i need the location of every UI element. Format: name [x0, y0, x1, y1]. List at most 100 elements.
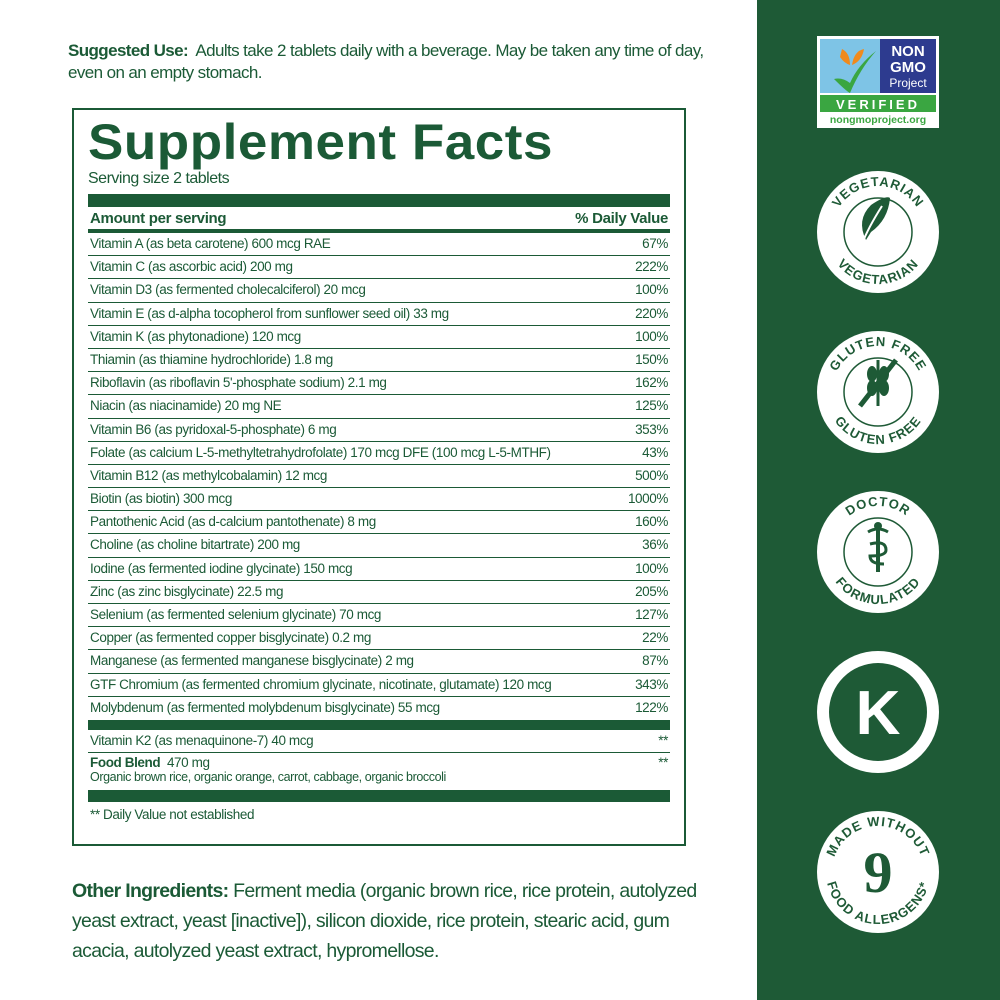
- non-gmo-verified-logo: NON GMO Project VERIFIED nongmoproject.o…: [817, 36, 939, 128]
- supplement-facts-panel: Supplement Facts Serving size 2 tablets …: [72, 108, 686, 846]
- nutrient-name: Copper (as fermented copper bisglycinate…: [90, 630, 371, 646]
- nutrient-row: Selenium (as fermented selenium glycinat…: [88, 604, 670, 628]
- wheat-crossed-icon: [858, 358, 898, 408]
- serving-size: Serving size 2 tablets: [88, 170, 230, 187]
- blend-name: Food Blend: [90, 755, 161, 771]
- nutrient-row: Folate (as calcium L-5-methyltetrahydrof…: [88, 442, 670, 465]
- nutrient-dv: 87%: [642, 653, 668, 669]
- other-ingredients-text: Ferment media (organic brown rice, rice …: [72, 880, 697, 962]
- nutrient-row: Vitamin C (as ascorbic acid) 200 mg 222%: [88, 256, 670, 280]
- nutrient-dv: 1000%: [627, 491, 668, 507]
- nutrient-dv: 150%: [635, 351, 668, 367]
- dv-header: % Daily Value: [575, 210, 668, 227]
- nutrient-row-k2: Vitamin K2 (as menaquinone-7) 40 mcg **: [88, 730, 670, 754]
- nutrient-name: Vitamin K2 (as menaquinone-7) 40 mcg: [90, 732, 314, 748]
- blend-amount: 470 mg: [166, 755, 210, 771]
- nutrient-name: Pantothenic Acid (as d-calcium pantothen…: [90, 514, 376, 530]
- nutrient-dv: 343%: [635, 676, 668, 692]
- nutrient-dv: 125%: [635, 398, 668, 414]
- nutrient-dv: 162%: [635, 375, 668, 391]
- nutrient-row: Vitamin D3 (as fermented cholecalciferol…: [88, 279, 670, 303]
- divider-bar: [88, 790, 670, 803]
- nutrient-row: Riboflavin (as riboflavin 5'-phosphate s…: [88, 372, 670, 396]
- nutrient-dv: **: [658, 732, 668, 748]
- nutrient-dv: 353%: [635, 421, 668, 437]
- nutrient-dv: 67%: [642, 236, 668, 251]
- nutrient-name: Niacin (as niacinamide) 20 mg NE: [90, 398, 282, 414]
- nutrient-dv: 122%: [635, 699, 668, 715]
- footnote: ** Daily Value not established: [90, 807, 255, 823]
- nutrient-row: Biotin (as biotin) 300 mcg 1000%: [88, 488, 670, 512]
- divider-bar: [88, 719, 670, 730]
- nutrient-row: Vitamin A (as beta carotene) 600 mcg RAE…: [88, 233, 670, 257]
- suggested-use-label: Suggested Use:: [68, 41, 189, 60]
- nutrient-name: Thiamin (as thiamine hydrochloride) 1.8 …: [90, 351, 333, 367]
- nutrient-row: Vitamin B6 (as pyridoxal-5-phosphate) 6 …: [88, 419, 670, 442]
- nutrient-row: Vitamin B12 (as methylcobalamin) 12 mcg 5…: [88, 465, 670, 489]
- nutrient-dv: 205%: [635, 583, 668, 599]
- caduceus-icon: [867, 522, 889, 572]
- nutrient-name: Riboflavin (as riboflavin 5'-phosphate s…: [90, 375, 387, 391]
- nutrient-name: Folate (as calcium L-5-methyltetrahydrof…: [90, 444, 551, 460]
- leaf-icon: [861, 197, 890, 245]
- nutrient-row: Niacin (as niacinamide) 20 mg NE 125%: [88, 395, 670, 419]
- nutrient-dv: 127%: [635, 607, 668, 622]
- allergen-free-badge: MADE WITHOUT FOOD ALLERGENS* 9: [816, 810, 940, 934]
- nutrient-name: GTF Chromium (as fermented chromium glyc…: [90, 676, 552, 692]
- amount-header: Amount per serving: [90, 210, 227, 227]
- suggested-use: Suggested Use: Adults take 2 tablets dai…: [68, 40, 708, 84]
- nutrient-row: Manganese (as fermented manganese bisgly…: [88, 650, 670, 674]
- nutrient-name: Vitamin E (as d-alpha tocopherol from su…: [90, 305, 449, 321]
- allergen-number: 9: [864, 840, 893, 905]
- nutrient-row: Vitamin K (as phytonadione) 120 mcg 100%: [88, 326, 670, 349]
- doctor-formulated-badge: DOCTOR FORMULATED: [816, 490, 940, 614]
- gmo-project: Project: [889, 76, 927, 90]
- blend-description: Organic brown rice, organic orange, carr…: [90, 770, 446, 785]
- badge-panel: NON GMO Project VERIFIED nongmoproject.o…: [757, 0, 1000, 1000]
- nutrient-row: Pantothenic Acid (as d-calcium pantothen…: [88, 511, 670, 535]
- facts-header: Amount per serving % Daily Value: [88, 207, 670, 233]
- nutrient-row: Iodine (as fermented iodine glycinate) 1…: [88, 558, 670, 581]
- nutrient-name: Vitamin C (as ascorbic acid) 200 mg: [90, 259, 293, 275]
- gmo-url: nongmoproject.org: [830, 114, 926, 125]
- nutrient-row: Thiamin (as thiamine hydrochloride) 1.8 …: [88, 349, 670, 373]
- nutrient-dv: 22%: [642, 630, 668, 646]
- nutrient-dv: 100%: [635, 560, 668, 576]
- nutrient-name: Zinc (as zinc bisglycinate) 22.5 mg: [90, 583, 284, 599]
- nutrient-name: Vitamin K (as phytonadione) 120 mcg: [90, 328, 301, 344]
- nutrient-dv: 100%: [635, 328, 668, 344]
- nutrient-dv: 222%: [635, 259, 668, 275]
- nutrient-dv: 43%: [642, 444, 668, 460]
- nutrient-dv: 36%: [642, 537, 668, 553]
- nutrient-dv: 220%: [635, 305, 668, 321]
- suggested-use-text: Adults take 2 tablets daily with a bever…: [68, 41, 704, 82]
- food-blend: Food Blend 470 mg ** Organic brown rice, …: [88, 753, 670, 786]
- nutrient-name: Vitamin A (as beta carotene) 600 mcg RAE: [90, 236, 331, 251]
- nutrient-row: Vitamin E (as d-alpha tocopherol from su…: [88, 303, 670, 326]
- nutrient-row: Zinc (as zinc bisglycinate) 22.5 mg 205%: [88, 581, 670, 604]
- nutrient-name: Vitamin B6 (as pyridoxal-5-phosphate) 6 …: [90, 421, 337, 437]
- nutrient-row: Copper (as fermented copper bisglycinate…: [88, 627, 670, 651]
- other-ingredients: Other Ingredients: Ferment media (organi…: [72, 876, 702, 966]
- nutrient-list: Vitamin A (as beta carotene) 600 mcg RAE…: [88, 233, 670, 720]
- nutrient-dv: 100%: [635, 282, 668, 298]
- vegetarian-badge: VEGETARIAN VEGETARIAN: [816, 170, 940, 294]
- gluten-free-badge: GLUTEN FREE GLUTEN FREE: [816, 330, 940, 454]
- nutrient-name: Biotin (as biotin) 300 mcg: [90, 491, 232, 507]
- blend-dv: **: [658, 755, 668, 771]
- facts-title: Supplement Facts: [88, 114, 553, 170]
- kosher-k: K: [856, 679, 901, 748]
- gmo-non: NON: [891, 43, 924, 60]
- divider-bar: [88, 194, 670, 207]
- nutrient-name: Vitamin D3 (as fermented cholecalciferol…: [90, 282, 366, 298]
- nutrient-row: Choline (as choline bitartrate) 200 mg 36…: [88, 534, 670, 558]
- other-ingredients-label: Other Ingredients:: [72, 880, 229, 902]
- nutrient-name: Vitamin B12 (as methylcobalamin) 12 mcg: [90, 467, 328, 483]
- nutrient-dv: 500%: [635, 467, 668, 483]
- nutrient-name: Choline (as choline bitartrate) 200 mg: [90, 537, 300, 553]
- nutrient-name: Molybdenum (as fermented molybdenum bisg…: [90, 699, 440, 715]
- gmo-gmo: GMO: [890, 59, 926, 76]
- nutrient-row: Molybdenum (as fermented molybdenum bisg…: [88, 697, 670, 720]
- kosher-badge: K: [816, 650, 940, 774]
- gmo-verified: VERIFIED: [836, 97, 920, 112]
